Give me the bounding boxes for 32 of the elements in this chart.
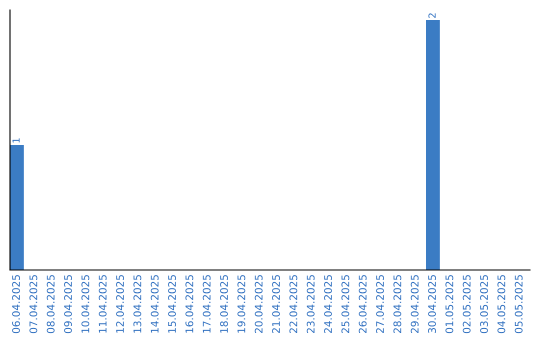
x-tick-label: 10.04.2025: [81, 275, 90, 333]
x-tick-label: 03.05.2025: [480, 275, 488, 334]
x-tick-label: 19.04.2025: [237, 275, 246, 333]
x-tick-label: 14.04.2025: [150, 275, 159, 333]
x-tick-label: 22.04.2025: [289, 275, 298, 334]
x-tick-label: 20.04.2025: [254, 275, 263, 334]
x-tick-label: 07.04.2025: [29, 275, 38, 334]
x-tick-label: 06.04.2025: [12, 275, 20, 334]
data-label: 1: [12, 138, 20, 143]
x-tick-label: 17.04.2025: [202, 275, 211, 333]
x-tick-label: 13.04.2025: [133, 275, 142, 333]
x-tick-label: 27.04.2025: [376, 275, 384, 334]
x-tick-label: 28.04.2025: [393, 275, 402, 334]
x-tick-label: 24.04.2025: [324, 275, 332, 334]
x-tick-label: 05.05.2025: [514, 275, 523, 334]
x-tick-label: 12.04.2025: [116, 275, 124, 333]
x-tick-label: 25.04.2025: [341, 275, 350, 334]
x-tick-label: 15.04.2025: [168, 275, 176, 333]
x-tick-label: 01.05.2025: [445, 275, 454, 334]
x-tick-label: 30.04.2025: [428, 275, 436, 334]
x-tick-label: 04.05.2025: [497, 275, 506, 334]
x-tick-label: 29.04.2025: [410, 275, 419, 334]
x-tick-label: 11.04.2025: [98, 275, 107, 333]
x-tick-label: 16.04.2025: [185, 275, 194, 333]
x-tick-label: 26.04.2025: [358, 275, 367, 334]
x-tick-label: 02.05.2025: [462, 275, 471, 334]
x-tick-label: 23.04.2025: [306, 275, 315, 334]
x-tick-label: 08.04.2025: [46, 275, 55, 334]
x-tick-label: 09.04.2025: [64, 275, 72, 334]
x-tick-label: 21.04.2025: [272, 275, 280, 334]
data-label: 2: [428, 13, 436, 18]
x-tick-label: 18.04.2025: [220, 275, 228, 333]
